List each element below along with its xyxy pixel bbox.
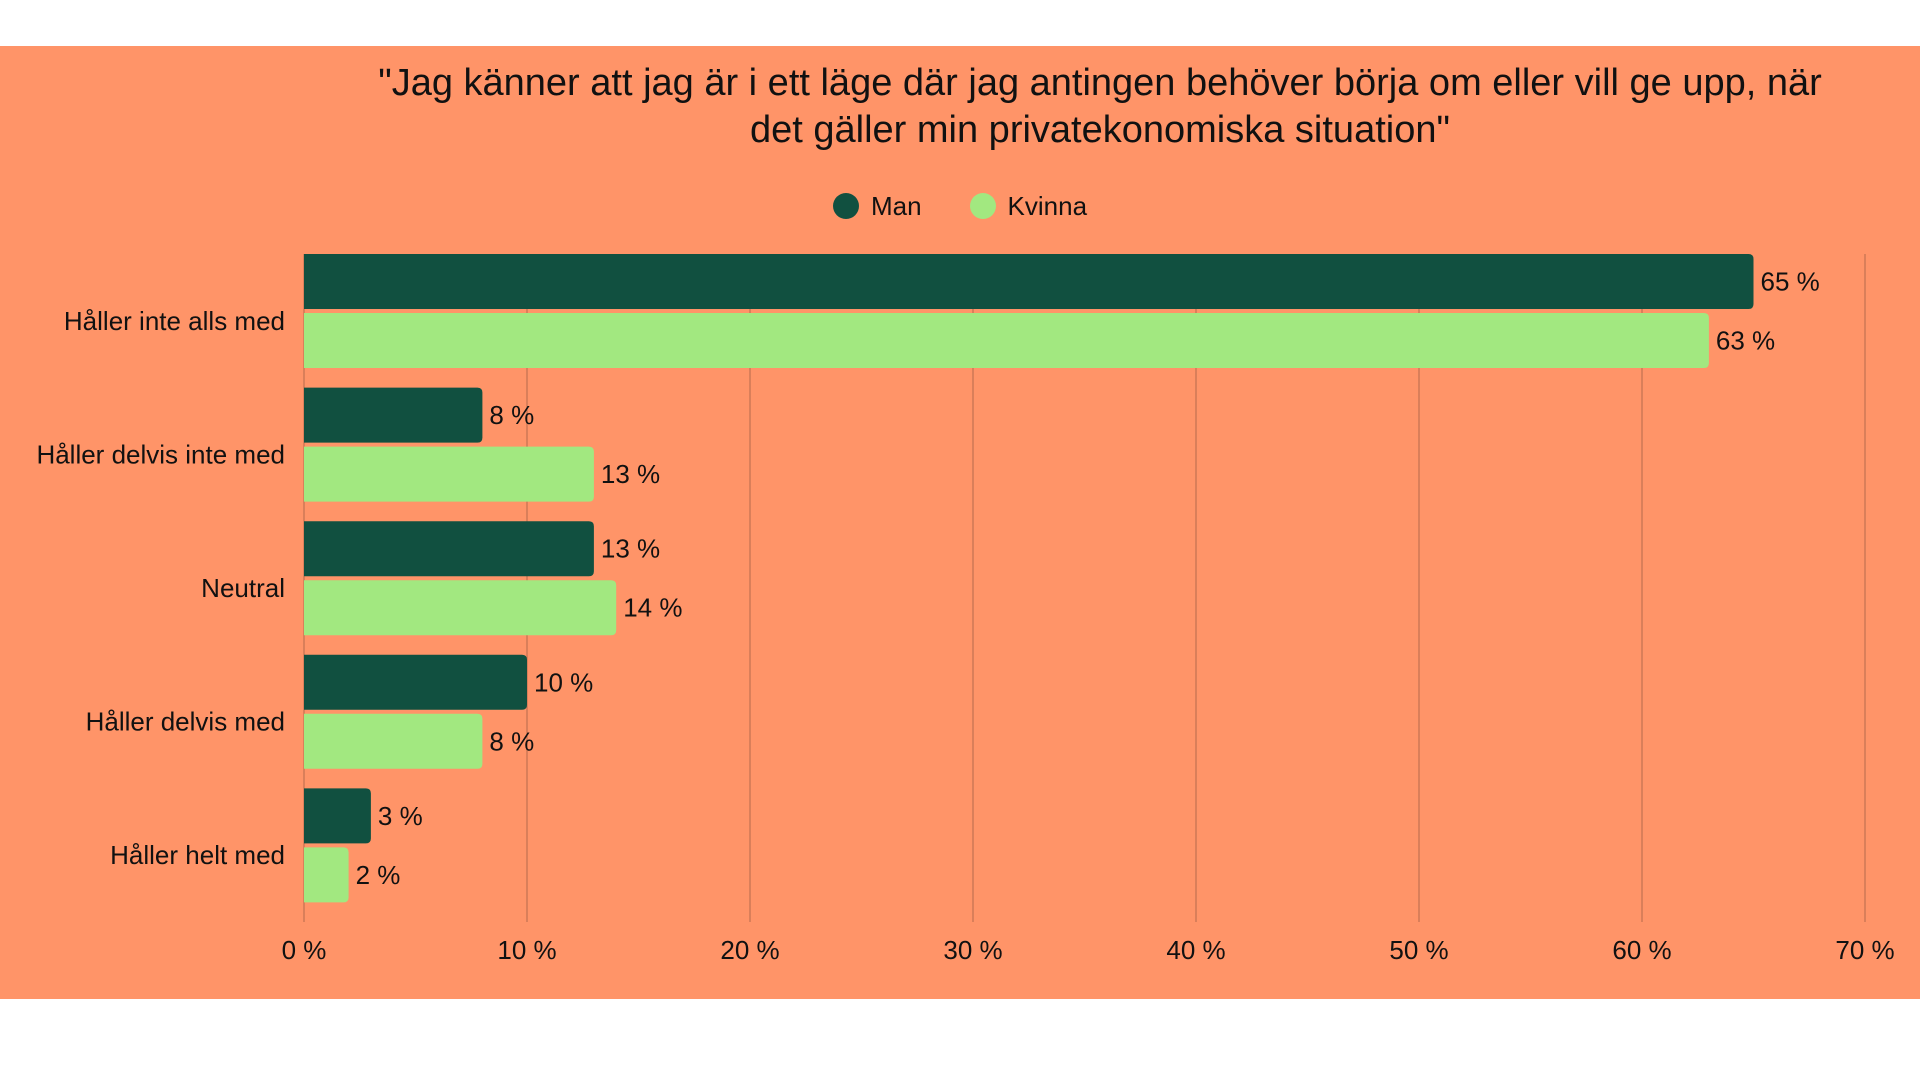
chart-title-line-2: det gäller min privatekonomiska situatio… bbox=[750, 109, 1450, 151]
bar-kvinna-4 bbox=[304, 847, 349, 903]
value-label-man-0: 65 % bbox=[1761, 267, 1820, 297]
bar-man-1 bbox=[304, 387, 483, 443]
bar-man-3 bbox=[304, 654, 527, 710]
value-label-kvinna-1: 13 % bbox=[601, 459, 660, 489]
bar-kvinna-0 bbox=[304, 313, 1709, 368]
chart-title-line-1: "Jag känner att jag är i ett läge där ja… bbox=[378, 62, 1822, 104]
legend-label-man: Man bbox=[870, 190, 922, 221]
value-label-man-3: 10 % bbox=[534, 667, 593, 697]
chart-panel: "Jag känner att jag är i ett läge där ja… bbox=[0, 46, 1920, 999]
value-label-man-1: 8 % bbox=[489, 400, 534, 430]
legend-label-kvinna: Kvinna bbox=[1007, 190, 1088, 221]
x-tick-label-1: 10 % bbox=[497, 935, 556, 965]
category-label-3: Håller delvis med bbox=[86, 707, 285, 737]
chart-title: "Jag känner att jag är i ett läge där ja… bbox=[300, 60, 1900, 154]
bar-kvinna-2 bbox=[304, 580, 617, 636]
value-label-man-4: 3 % bbox=[378, 801, 423, 831]
chart-legend: Man Kvinna bbox=[0, 186, 1920, 226]
legend-swatch-kvinna bbox=[969, 193, 996, 219]
x-tick-label-6: 60 % bbox=[1612, 935, 1671, 965]
legend-item-man: Man bbox=[832, 190, 922, 222]
x-tick-label-0: 0 % bbox=[282, 935, 327, 965]
bar-kvinna-3 bbox=[304, 713, 483, 769]
category-label-1: Håller delvis inte med bbox=[36, 439, 285, 469]
x-tick-label-2: 20 % bbox=[720, 935, 779, 965]
x-tick-label-4: 40 % bbox=[1166, 935, 1225, 965]
bar-kvinna-1 bbox=[304, 446, 594, 502]
bar-chart: 0 % 10 % 20 % 30 % 40 % 50 % 60 % 70 % Håller in… bbox=[36, 254, 1895, 965]
bar-man-4 bbox=[304, 788, 371, 844]
category-label-2: Neutral bbox=[201, 573, 285, 603]
legend-item-kvinna: Kvinna bbox=[969, 190, 1088, 222]
bar-man-0 bbox=[304, 254, 1754, 309]
value-label-kvinna-3: 8 % bbox=[489, 726, 534, 756]
value-label-kvinna-4: 2 % bbox=[356, 860, 401, 890]
category-label-4: Håller helt med bbox=[110, 840, 285, 870]
value-label-kvinna-2: 14 % bbox=[623, 593, 682, 623]
x-tick-label-5: 50 % bbox=[1389, 935, 1448, 965]
x-tick-label-7: 70 % bbox=[1835, 935, 1894, 965]
bar-man-2 bbox=[304, 521, 594, 577]
value-label-man-2: 13 % bbox=[601, 534, 660, 564]
value-label-kvinna-0: 63 % bbox=[1716, 326, 1775, 356]
x-tick-label-3: 30 % bbox=[943, 935, 1002, 965]
legend-swatch-man bbox=[832, 193, 859, 219]
category-label-0: Håller inte alls med bbox=[64, 306, 285, 336]
